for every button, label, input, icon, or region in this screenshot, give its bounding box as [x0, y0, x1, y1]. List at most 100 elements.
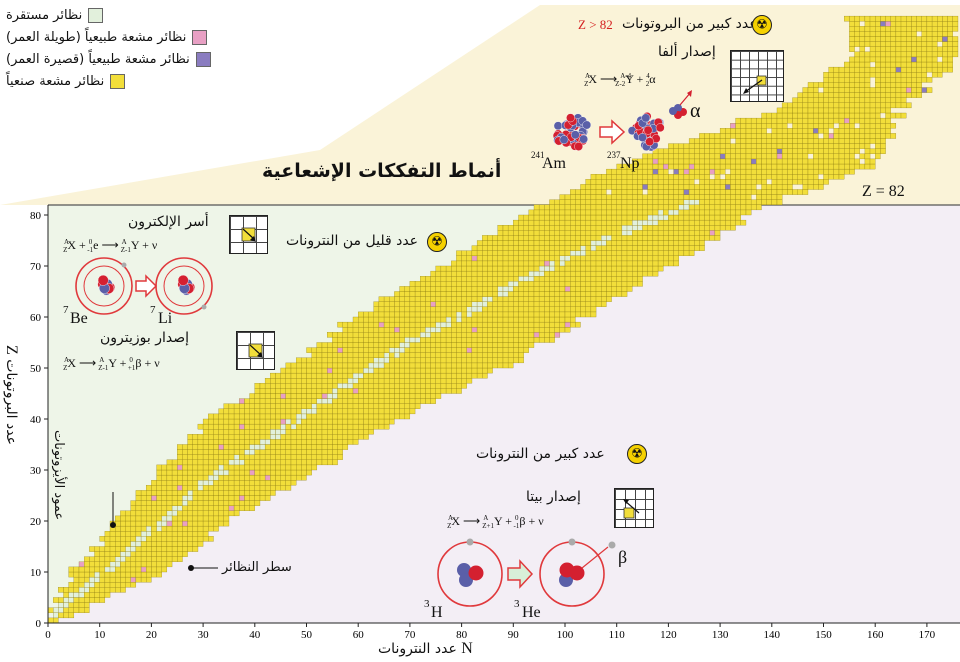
nuclide-cell [135, 520, 142, 527]
nuclide-cell [766, 123, 772, 129]
nuclide-cell [306, 383, 312, 389]
nuclide-cell [833, 133, 840, 139]
nuclide-cell [885, 97, 891, 103]
nuclide-cell [844, 66, 850, 73]
nuclide-cell [921, 21, 928, 27]
nuclide-cell [647, 260, 654, 267]
nuclide-cell [838, 148, 845, 154]
nuclide-cell [363, 398, 369, 404]
nuclide-cell [559, 245, 566, 251]
nuclide-cell [740, 184, 747, 190]
nuclide-cell [911, 82, 917, 88]
nuclide-cell [296, 408, 302, 415]
nuclide-cell [771, 174, 778, 180]
nuclide-cell [420, 321, 426, 328]
nuclide-cell [735, 199, 741, 205]
nuclide-cell [947, 41, 953, 47]
nuclide-cell [657, 209, 664, 216]
nuclide-cell [420, 301, 426, 307]
nuclide-cell [570, 301, 576, 307]
nuclide-cell [756, 174, 762, 180]
nuclide-cell [352, 367, 359, 374]
nuclide-cell [280, 474, 286, 481]
nuclide-cell [151, 551, 157, 557]
nuclide-cell [213, 510, 219, 517]
nuclide-cell [202, 474, 209, 481]
nuclide-cell [383, 423, 390, 430]
nuclide-cell [844, 77, 850, 83]
nuclide-cell [327, 367, 333, 374]
nuclide-cell [337, 388, 343, 394]
nuclide-cell [244, 434, 250, 440]
nuclide-cell [575, 260, 581, 267]
nuclide-cell [456, 367, 462, 374]
nuclide-cell [404, 291, 411, 297]
nuclide-cell [585, 199, 592, 205]
nuclide-cell [316, 398, 323, 404]
nuclide-cell [626, 189, 633, 195]
nuclide-cell [523, 301, 529, 307]
nuclide-cell [394, 383, 400, 389]
nuclide-cell [482, 270, 488, 277]
nuclide-cell [78, 602, 85, 608]
nuclide-cell [849, 92, 855, 98]
nuclide-cell [735, 214, 741, 221]
nuclide-cell [818, 179, 824, 185]
nuclide-cell [254, 429, 261, 435]
y-tick-label: 0 [36, 618, 42, 630]
nuclide-cell [828, 138, 835, 144]
nuclide-cell [358, 337, 364, 343]
nuclide-cell [854, 15, 860, 22]
nuclide-cell [290, 459, 297, 466]
nuclide-cell [844, 148, 850, 154]
nuclide-cell [409, 296, 416, 302]
nuclide-cell [456, 265, 462, 272]
nuclide-cell [466, 281, 473, 287]
nuclide-cell [94, 551, 100, 557]
nuclide-cell [570, 194, 576, 200]
nuclide-cell [931, 31, 938, 37]
nuclide-cell [854, 51, 860, 58]
nuclide-cell [208, 536, 214, 542]
nuclide-cell [192, 500, 199, 506]
nuclide-cell [378, 398, 385, 404]
nuclide-cell [538, 245, 545, 251]
nuclide-cell [264, 378, 271, 384]
nuclide-cell [394, 388, 400, 394]
nuclide-cell [497, 301, 504, 307]
nuclide-cell [776, 148, 783, 154]
nuclide-cell [311, 383, 318, 389]
nuclide-cell [409, 337, 416, 343]
nuclide-cell [906, 21, 912, 27]
nuclide-cell [916, 77, 922, 83]
nuclide-cell [776, 128, 783, 134]
nuclide-cell [146, 536, 152, 542]
nuclide-cell [352, 378, 359, 384]
nuclide-cell [321, 449, 328, 455]
nuclide-cell [570, 321, 576, 328]
nuclide-cell [332, 444, 338, 450]
nuclide-cell [637, 276, 643, 282]
nuclide-cell [492, 306, 498, 313]
nuclide-cell [187, 469, 193, 476]
nuclide-cell [802, 107, 809, 114]
nuclide-cell [161, 505, 168, 511]
nuclide-cell [280, 469, 286, 476]
nuclide-cell [709, 214, 716, 221]
nuclide-cell [725, 133, 731, 139]
nuclide-cell [296, 398, 302, 404]
nuclide-cell [182, 485, 188, 491]
nuclide-cell [570, 235, 576, 241]
nuclide-cell [239, 485, 245, 491]
nuclide-cell [378, 311, 385, 318]
nuclide-cell [301, 423, 307, 430]
nuclide-cell [652, 255, 659, 262]
nuclide-cell [306, 434, 312, 440]
nuclide-cell [507, 362, 514, 369]
nuclide-cell [352, 342, 359, 348]
nuclide-cell [394, 337, 400, 343]
nuclide-cell [182, 510, 188, 517]
nuclide-cell [383, 383, 390, 389]
nuclide-cell [161, 515, 168, 522]
nuclide-cell [363, 332, 369, 338]
